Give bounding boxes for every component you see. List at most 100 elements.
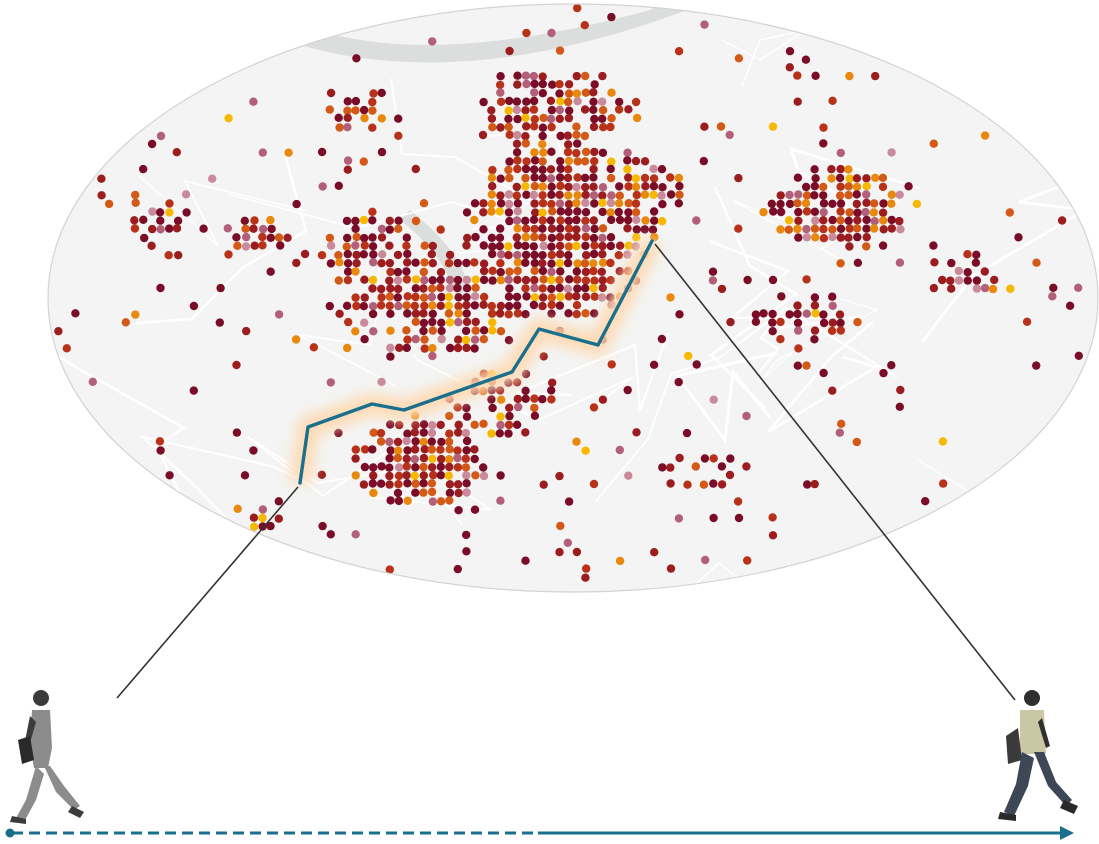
- density-dot: [454, 293, 463, 302]
- density-dot: [241, 224, 250, 233]
- density-dot: [614, 105, 624, 114]
- density-dot: [267, 224, 276, 234]
- density-dot: [631, 208, 641, 217]
- density-dot: [844, 182, 853, 191]
- density-dot: [513, 199, 523, 208]
- density-dot: [538, 72, 547, 81]
- density-dot: [488, 276, 497, 285]
- density-dot: [946, 276, 955, 285]
- density-dot: [376, 428, 386, 438]
- density-dot: [403, 292, 412, 301]
- density-dot: [462, 488, 471, 497]
- density-dot: [165, 224, 174, 233]
- density-dot: [249, 446, 258, 455]
- density-dot: [547, 267, 556, 277]
- density-dot: [751, 317, 761, 326]
- density-dot: [871, 71, 880, 81]
- density-dot: [462, 479, 471, 488]
- density-dot: [538, 395, 547, 404]
- density-dot: [189, 301, 199, 311]
- density-dot: [402, 454, 411, 463]
- density-dot: [463, 233, 472, 243]
- density-dot: [580, 131, 590, 141]
- density-dot: [394, 471, 404, 481]
- density-dot: [547, 105, 557, 115]
- density-dot: [623, 165, 632, 174]
- density-dot: [572, 301, 582, 310]
- density-dot: [512, 182, 521, 192]
- density-dot: [410, 455, 419, 464]
- density-dot: [505, 403, 514, 412]
- density-dot: [378, 250, 387, 259]
- density-dot: [615, 241, 625, 250]
- density-dot: [360, 113, 369, 123]
- density-dot: [512, 191, 521, 200]
- density-dot: [504, 292, 514, 301]
- density-dot: [454, 428, 463, 437]
- density-dot: [657, 191, 666, 200]
- density-dot: [819, 182, 828, 192]
- density-dot: [988, 284, 998, 294]
- density-dot: [377, 293, 386, 302]
- density-dot: [147, 241, 156, 250]
- density-dot: [810, 182, 819, 191]
- density-dot: [121, 318, 130, 327]
- density-dot: [462, 436, 472, 446]
- density-dot: [377, 114, 386, 123]
- density-dot: [488, 266, 497, 275]
- density-dot: [607, 114, 616, 123]
- density-dot: [692, 216, 701, 225]
- density-dot: [351, 530, 360, 539]
- road: [767, 320, 880, 434]
- density-dot: [139, 215, 148, 224]
- density-dot: [589, 88, 598, 97]
- density-dot: [189, 386, 198, 395]
- density-dot: [351, 471, 360, 480]
- density-dot: [548, 207, 557, 216]
- density-dot: [505, 173, 514, 183]
- density-dot: [445, 496, 454, 505]
- density-dot: [147, 139, 157, 149]
- density-dot: [266, 267, 275, 276]
- density-dot: [513, 130, 522, 140]
- density-dot: [725, 470, 735, 480]
- density-dot: [470, 454, 479, 464]
- density-dot: [573, 191, 582, 200]
- density-dot: [258, 241, 267, 250]
- density-dot: [811, 216, 820, 225]
- trajectory-route: [298, 239, 654, 485]
- density-dot: [538, 182, 547, 191]
- density-dot: [386, 343, 395, 352]
- density-dot: [453, 446, 462, 455]
- density-dot: [274, 310, 284, 319]
- density-dot: [224, 114, 233, 123]
- density-dot: [785, 47, 795, 56]
- density-dot: [368, 242, 378, 251]
- density-dot: [368, 106, 377, 115]
- density-dot: [173, 216, 183, 225]
- density-dot: [487, 309, 497, 318]
- density-dot: [419, 453, 429, 463]
- density-dot: [589, 259, 598, 268]
- density-dot: [335, 309, 344, 318]
- density-dot: [623, 156, 632, 165]
- density-dot: [794, 326, 803, 335]
- density-dot: [835, 310, 845, 319]
- density-dot: [309, 343, 319, 352]
- density-dot: [419, 471, 428, 480]
- density-dot: [462, 309, 471, 318]
- density-dot: [369, 258, 378, 267]
- density-dot: [471, 317, 480, 327]
- density-dot: [368, 207, 377, 216]
- density-dot: [488, 249, 497, 259]
- density-dot: [844, 216, 853, 225]
- density-dot: [539, 241, 548, 251]
- density-dot: [598, 233, 607, 243]
- density-dot: [360, 293, 369, 302]
- density-dot: [385, 437, 394, 446]
- density-dot: [548, 378, 557, 387]
- density-dot: [240, 216, 249, 225]
- density-dot: [156, 446, 165, 455]
- road: [709, 186, 799, 409]
- density-dot: [488, 182, 497, 191]
